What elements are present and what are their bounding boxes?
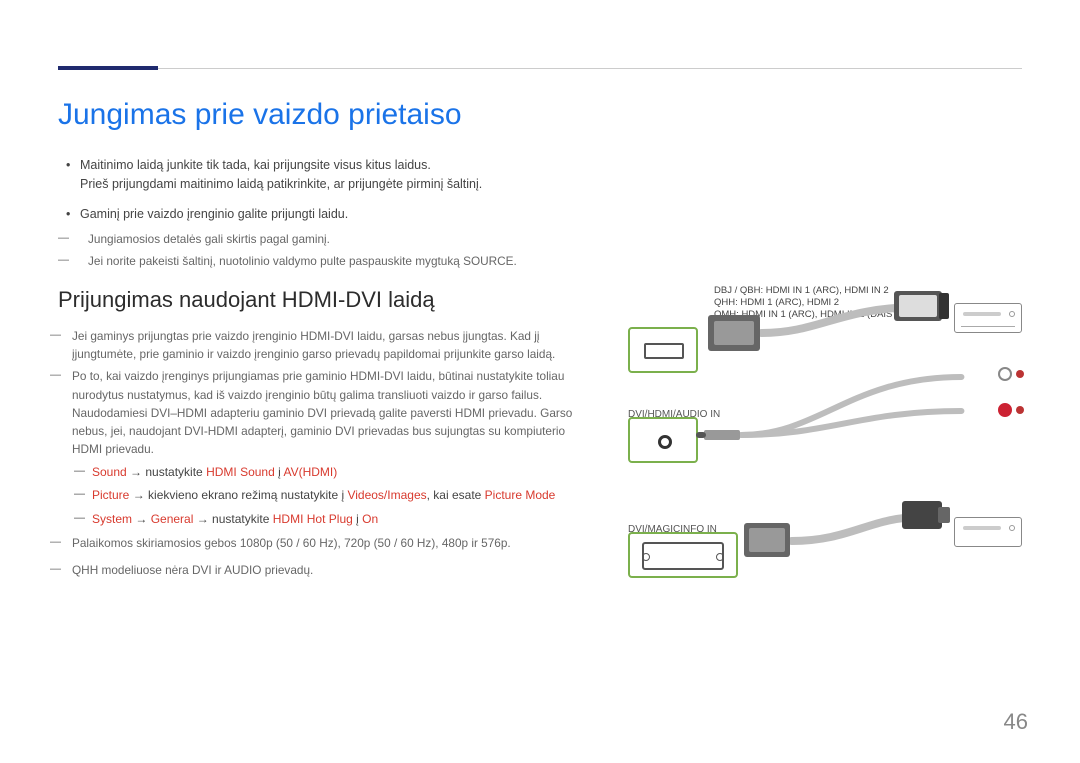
hdmi-port-icon: [628, 327, 698, 373]
setting-key: System: [92, 512, 132, 526]
section-heading: Prijungimas naudojant HDMI-DVI laidą: [58, 287, 598, 313]
dvi-port-icon: [628, 532, 738, 578]
dvi-connector-icon: [642, 542, 724, 570]
header-rule-accent: [58, 66, 158, 70]
setting-key: General: [151, 512, 194, 526]
setting-text: , kai esate: [427, 488, 485, 502]
audio-jack-icon: [658, 435, 672, 449]
two-column-layout: Prijungimas naudojant HDMI-DVI laidą Jei…: [58, 275, 1022, 617]
right-column: DBJ / QBH: HDMI IN 1 (ARC), HDMI IN 2 QH…: [618, 275, 1022, 617]
device-button-icon: [1009, 525, 1015, 531]
intro-bullet: Maitinimo laidą junkite tik tada, kai pr…: [58, 156, 678, 195]
dvi-plug-cap-icon: [939, 293, 949, 319]
device-icon: [954, 303, 1022, 333]
intro-bullet: Gaminį prie vaizdo įrenginio galite prij…: [58, 205, 678, 224]
connection-diagram: DBJ / QBH: HDMI IN 1 (ARC), HDMI IN 2 QH…: [618, 287, 1022, 617]
body-dash: Po to, kai vaizdo įrenginys prijungiamas…: [58, 367, 598, 458]
intro-dash: Jungiamosios detalės gali skirtis pagal …: [58, 230, 678, 248]
setting-text: → kiekvieno ekrano režimą nustatykite į: [129, 488, 347, 502]
dvi-plug-icon: [894, 291, 942, 321]
intro-dash: Jei norite pakeisti šaltinį, nuotolinio …: [58, 252, 678, 270]
hdmi-plug-icon: [902, 501, 942, 529]
setting-line-picture: Picture → kiekvieno ekrano režimą nustat…: [58, 486, 598, 505]
intro-block: Maitinimo laidą junkite tik tada, kai pr…: [58, 156, 678, 271]
device-icon: [954, 517, 1022, 547]
body-dash: Jei gaminys prijungtas prie vaizdo įreng…: [58, 327, 598, 364]
audio-port-icon: [628, 417, 698, 463]
vga-plug-icon: [708, 315, 760, 351]
setting-key: AV(HDMI): [283, 465, 337, 479]
aux-plug-icon: [704, 430, 740, 440]
header-rule: [58, 68, 1022, 69]
device-slot-icon: [963, 312, 1001, 316]
setting-text: → nustatykite: [127, 465, 206, 479]
footer-dash: QHH modeliuose nėra DVI ir AUDIO prievad…: [58, 561, 598, 579]
setting-line-system: System → General → nustatykite HDMI Hot …: [58, 510, 598, 529]
setting-key: Videos/Images: [347, 488, 426, 502]
hdmi-shape-icon: [644, 343, 684, 359]
footer-dash: Palaikomos skiriamosios gebos 1080p (50 …: [58, 534, 598, 552]
bullet-line: Maitinimo laidą junkite tik tada, kai pr…: [80, 158, 431, 172]
vga-plug-icon: [744, 523, 790, 557]
setting-key: HDMI Sound: [206, 465, 275, 479]
rca-red-icon: [998, 403, 1012, 417]
bullet-line: Gaminį prie vaizdo įrenginio galite prij…: [80, 207, 348, 221]
setting-key: Picture Mode: [485, 488, 556, 502]
setting-key: On: [362, 512, 378, 526]
setting-key: Picture: [92, 488, 129, 502]
bullet-line: Prieš prijungdami maitinimo laidą patikr…: [80, 175, 678, 194]
setting-line-sound: Sound → nustatykite HDMI Sound į AV(HDMI…: [58, 463, 598, 482]
page-title: Jungimas prie vaizdo prietaiso: [58, 98, 1022, 132]
page-number: 46: [1004, 709, 1028, 735]
setting-text: į: [353, 512, 362, 526]
setting-text: →: [132, 512, 151, 526]
device-button-icon: [1009, 311, 1015, 317]
left-column: Prijungimas naudojant HDMI-DVI laidą Jei…: [58, 275, 598, 583]
page-content: Jungimas prie vaizdo prietaiso Maitinimo…: [58, 90, 1022, 617]
rca-white-icon: [998, 367, 1012, 381]
setting-key: Sound: [92, 465, 127, 479]
rca-dot-icon: [1016, 406, 1024, 414]
rca-dot-icon: [1016, 370, 1024, 378]
hdmi-plug-tip-icon: [938, 507, 950, 523]
setting-text: → nustatykite: [193, 512, 272, 526]
aux-plug-tip-icon: [696, 432, 706, 438]
setting-key: HDMI Hot Plug: [273, 512, 353, 526]
device-slot-icon: [963, 526, 1001, 530]
